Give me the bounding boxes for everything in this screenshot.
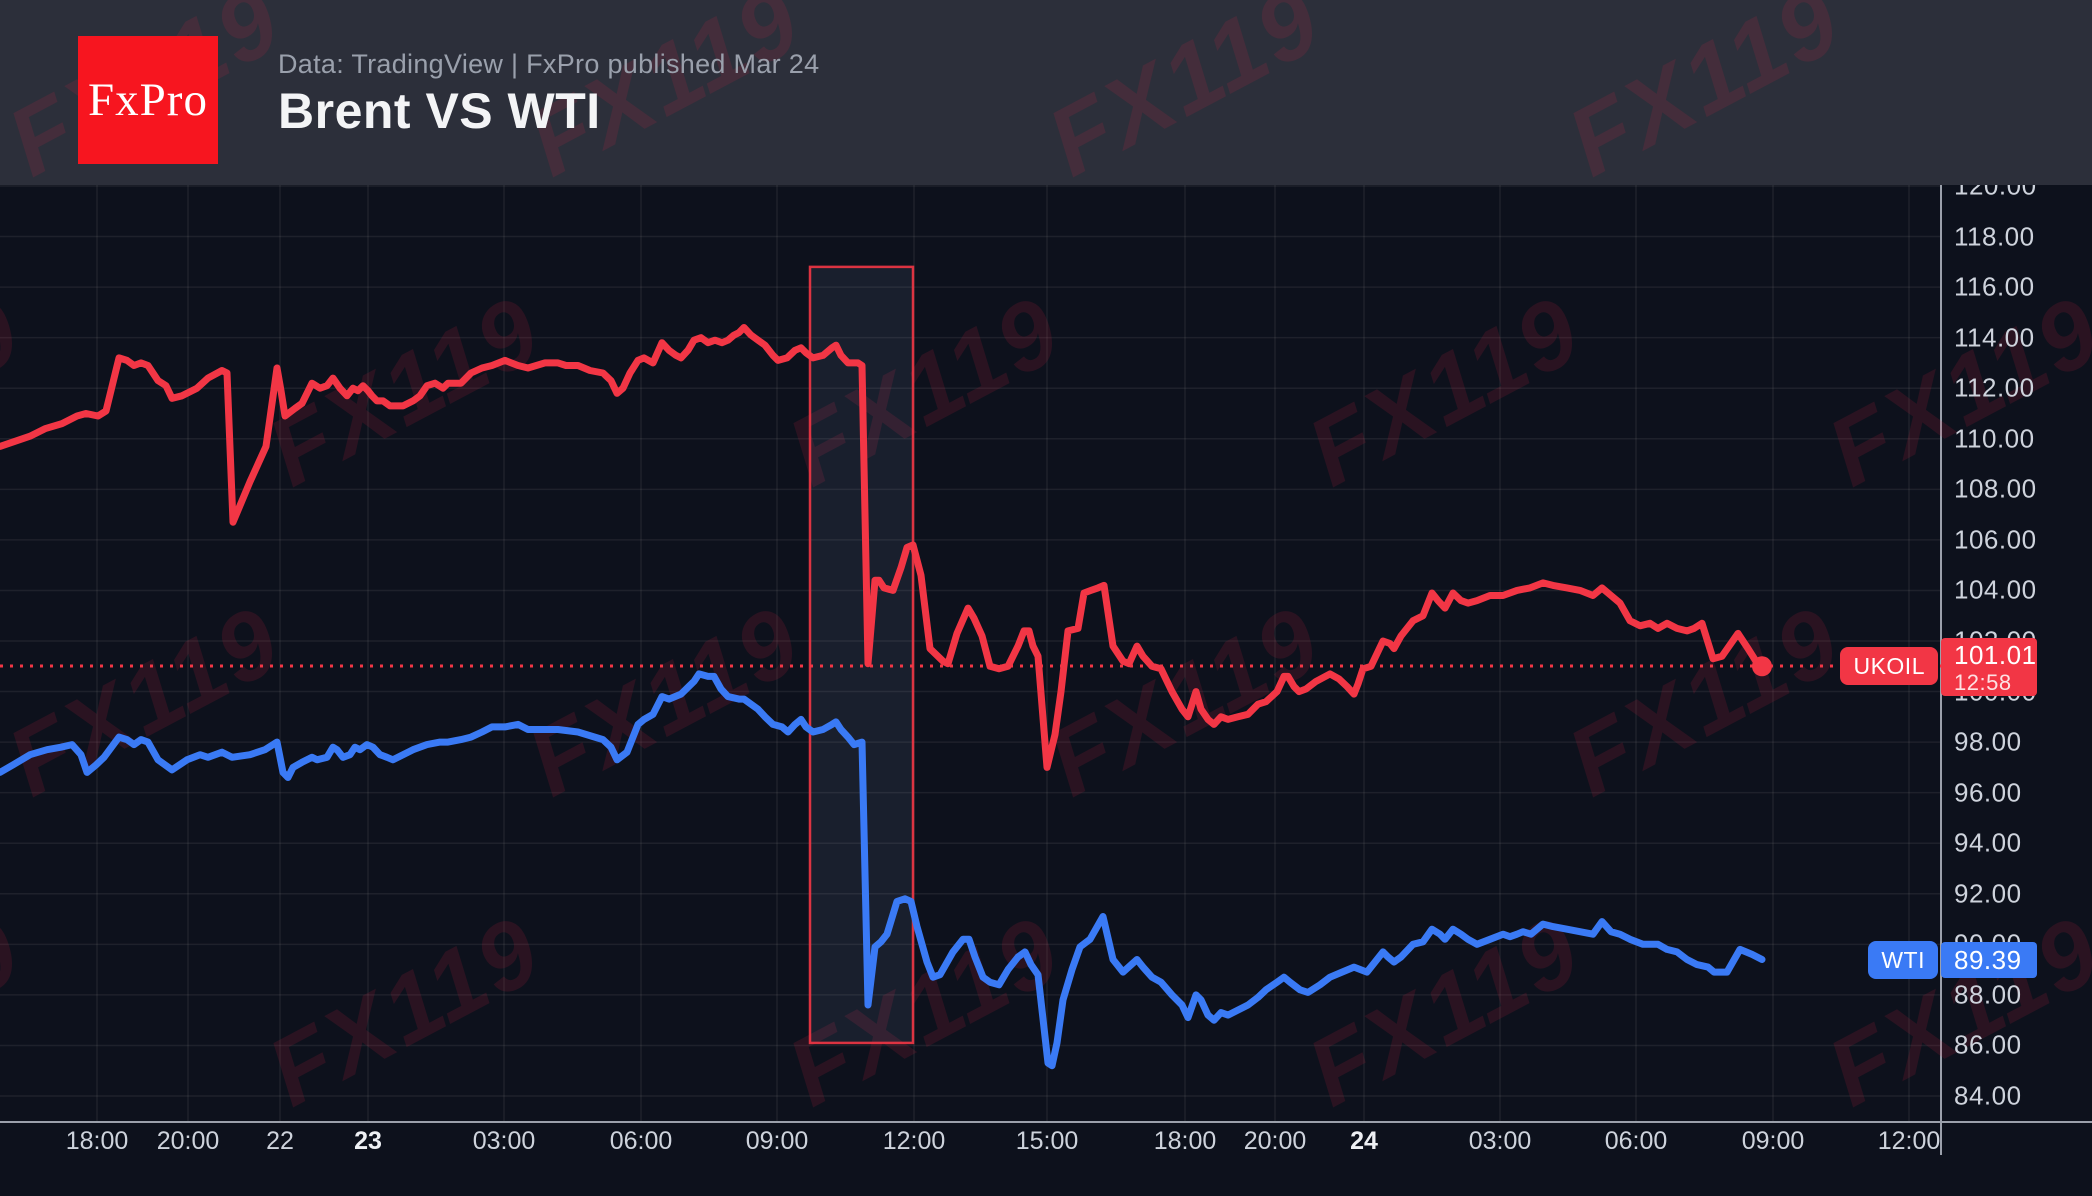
header-bar	[0, 0, 2092, 185]
watermark-text: FX119	[0, 276, 38, 507]
watermark-text: FX119	[1031, 0, 1338, 197]
chart-source-subtitle: Data: TradingView | FxPro published Mar …	[278, 49, 820, 79]
series-ukoil-line	[0, 324, 1766, 771]
watermark-text: FX119	[0, 586, 298, 817]
watermark-text: FX119	[251, 276, 558, 507]
watermark-text: FX119	[0, 896, 38, 1127]
watermark-text: FX119	[1811, 896, 2092, 1127]
series-wti-line	[0, 670, 1766, 1070]
watermark-text: FX119	[1291, 896, 1598, 1127]
watermark-text: FX119	[1291, 276, 1598, 507]
watermark-text: FX119	[251, 896, 558, 1127]
fxpro-logo: FxPro	[78, 36, 218, 164]
ukoil-endpoint-dot	[1752, 656, 1772, 677]
watermark-text: FX119	[1551, 0, 1858, 197]
watermark-text: FX119	[1551, 586, 1858, 817]
watermark-text: FX119	[1811, 276, 2092, 507]
watermark-text: FX119	[511, 586, 818, 817]
page-title: Brent VS WTI	[278, 83, 601, 139]
